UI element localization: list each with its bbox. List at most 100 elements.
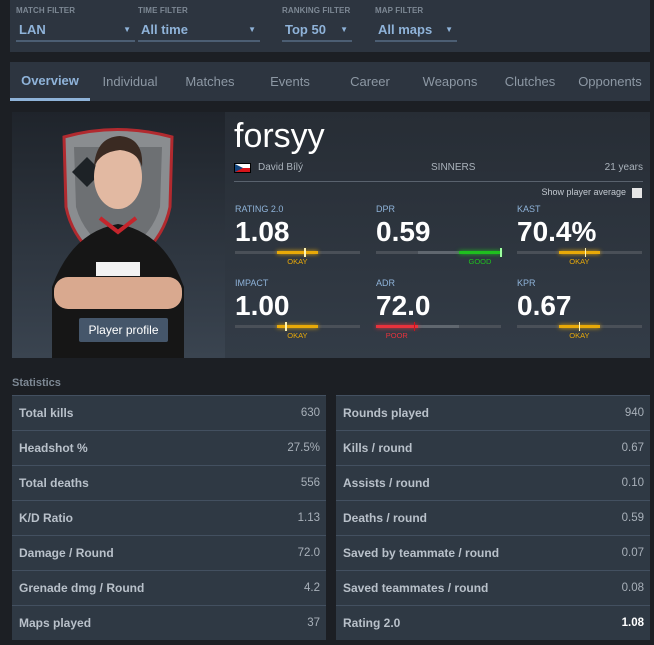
player-team-link[interactable]: SINNERS (431, 162, 476, 173)
stat-row-value: 1.13 (297, 512, 320, 524)
filter-select[interactable]: All time ▼ (138, 20, 260, 42)
stat-adr: ADR 72.0 POOR (376, 278, 502, 340)
stat-value: 70.4% (517, 216, 597, 247)
stat-value: 0.59 (376, 216, 431, 247)
tab-bar: Overview Individual Matches Events Career Wea… (10, 62, 650, 101)
tab-matches[interactable]: Matches (185, 74, 235, 89)
filter-select[interactable]: All maps ▼ (375, 20, 457, 42)
tab-opponents[interactable]: Opponents (578, 74, 642, 89)
stat-rating-label: OKAY (287, 331, 308, 340)
tab-overview[interactable]: Overview (10, 62, 90, 101)
tab-individual[interactable]: Individual (102, 74, 158, 89)
filter-map-filter[interactable]: MAP FILTER All maps ▼ (375, 6, 457, 42)
stat-row-value: 0.07 (621, 547, 644, 559)
gauge-marker (304, 248, 306, 257)
stat-row: Saved by teammate / round 0.07 (336, 535, 650, 570)
stat-row: Maps played 37 (12, 605, 326, 640)
stat-row-value: 0.10 (621, 477, 644, 489)
chevron-down-icon: ▼ (340, 24, 348, 34)
gauge-marker (584, 248, 587, 257)
player-profile-button[interactable]: Player profile (79, 318, 168, 342)
statistics-heading: Statistics (12, 377, 61, 389)
stat-kast: KAST 70.4% OKAY (517, 204, 643, 266)
stat-gauge (376, 322, 501, 331)
stat-dpr: DPR 0.59 GOOD (376, 204, 502, 266)
stat-row-value: 27.5% (287, 442, 320, 454)
stat-rating-2-0: RATING 2.0 1.08 OKAY (235, 204, 361, 266)
gauge-fill (558, 251, 601, 254)
statistics-table-left: Total kills 630 Headshot % 27.5% Total death… (12, 395, 326, 640)
stat-rating-label: POOR (385, 331, 408, 340)
filter-ranking-filter[interactable]: RANKING FILTER Top 50 ▼ (282, 6, 352, 42)
divider (234, 181, 643, 182)
filter-value: LAN (19, 21, 46, 37)
stat-gauge (235, 248, 360, 257)
player-nickname: forsyy (234, 117, 325, 155)
stat-rating-label: OKAY (287, 257, 308, 266)
chevron-down-icon: ▼ (248, 24, 256, 34)
stat-row-label: Total kills (19, 406, 74, 420)
stat-row-value: 556 (300, 477, 320, 489)
stat-label: IMPACT (235, 278, 269, 288)
stat-value: 0.67 (517, 290, 572, 321)
stat-row: Headshot % 27.5% (12, 430, 326, 465)
statistics-table-right: Rounds played 940 Kills / round 0.67 Assists… (336, 395, 650, 640)
stat-kpr: KPR 0.67 OKAY (517, 278, 643, 340)
stat-row-label: Total deaths (19, 476, 89, 490)
filter-label: RANKING FILTER (282, 6, 351, 15)
gauge-marker (413, 322, 416, 331)
player-meta: David Bílý SINNERS 21 years (234, 162, 643, 175)
stat-row: Rounds played 940 (336, 395, 650, 430)
filter-bar: MATCH FILTER LAN ▼ TIME FILTER All time ▼ RANK… (10, 0, 650, 52)
show-player-average-toggle[interactable]: Show player average (541, 187, 642, 198)
player-photo: Player profile (12, 112, 225, 358)
filter-select[interactable]: Top 50 ▼ (282, 20, 352, 42)
gauge-fill (276, 251, 319, 254)
stat-row-label: Rating 2.0 (343, 616, 401, 630)
stat-row: Damage / Round 72.0 (12, 535, 326, 570)
player-real-name: David Bílý (258, 162, 304, 173)
stat-row-label: Grenade dmg / Round (19, 581, 145, 595)
stat-label: DPR (376, 204, 396, 214)
filter-select[interactable]: LAN ▼ (16, 20, 135, 42)
show-average-checkbox[interactable] (632, 187, 642, 198)
filter-value: All time (141, 21, 188, 37)
gauge-fill (376, 325, 418, 328)
stat-gauge (517, 322, 642, 331)
stat-rating-label: OKAY (569, 331, 590, 340)
stat-row-label: Headshot % (19, 441, 88, 455)
stat-value: 1.08 (235, 216, 290, 247)
filter-value: Top 50 (285, 21, 326, 37)
chevron-down-icon: ▼ (123, 24, 131, 34)
stat-impact: IMPACT 1.00 OKAY (235, 278, 361, 340)
stat-row-value: 0.08 (621, 582, 644, 594)
stat-row-label: Saved by teammate / round (343, 546, 500, 560)
filter-label: MAP FILTER (375, 6, 424, 15)
tab-weapons[interactable]: Weapons (422, 74, 478, 89)
stat-value: 72.0 (376, 290, 431, 321)
player-age: 21 years (604, 162, 643, 173)
stat-row-value: 72.0 (297, 547, 320, 559)
stat-row: Kills / round 0.67 (336, 430, 650, 465)
filter-label: TIME FILTER (138, 6, 188, 15)
sponsor-logo (96, 262, 140, 276)
filter-match-filter[interactable]: MATCH FILTER LAN ▼ (16, 6, 135, 42)
tab-career[interactable]: Career (350, 74, 390, 89)
gauge-fill (459, 251, 501, 254)
gauge-marker (285, 322, 287, 331)
stat-row-label: Kills / round (343, 441, 413, 455)
stat-row-value: 4.2 (304, 582, 320, 594)
stat-row-label: Deaths / round (343, 511, 428, 525)
stat-row-label: Damage / Round (19, 546, 114, 560)
stat-rating-label: OKAY (569, 257, 590, 266)
gauge-marker (578, 322, 580, 331)
stat-row-value: 0.67 (621, 442, 644, 454)
stat-row: Total deaths 556 (12, 465, 326, 500)
tab-events[interactable]: Events (270, 74, 310, 89)
tab-clutches[interactable]: Clutches (504, 74, 556, 89)
filter-time-filter[interactable]: TIME FILTER All time ▼ (138, 6, 260, 42)
stat-row-label: Assists / round (343, 476, 430, 490)
gauge-marker (500, 248, 502, 257)
stat-row-value: 630 (300, 407, 320, 419)
stat-rating-label: GOOD (468, 257, 492, 266)
